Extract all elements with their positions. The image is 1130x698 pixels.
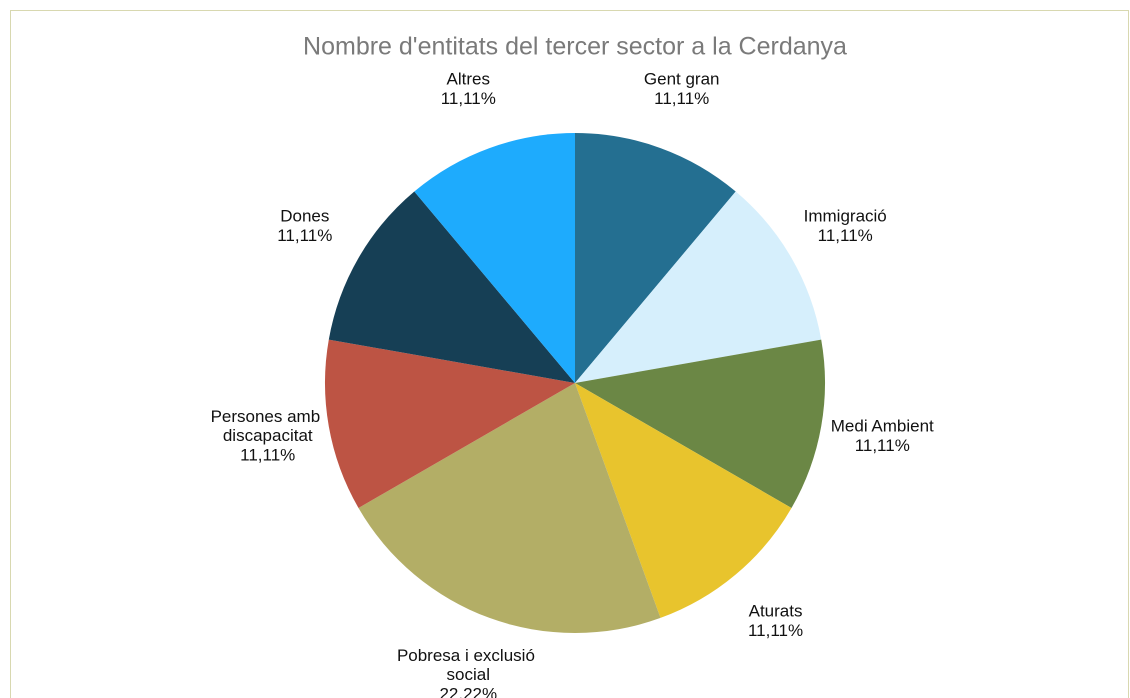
slice-label: Aturats — [749, 602, 803, 621]
slice-value-label: 11,11% — [818, 226, 873, 245]
slice-label-line: Aturats — [749, 602, 803, 621]
slice-label: Immigració — [804, 207, 887, 226]
slice-value-label: 11,11% — [748, 621, 803, 640]
slice-value-label: 11,11% — [654, 89, 709, 108]
pie-slice — [575, 191, 822, 383]
slice-label: Medi Ambient — [831, 417, 934, 436]
slice-label: Dones — [280, 207, 329, 226]
slice-label-line: Dones — [280, 207, 329, 226]
pie-slice — [575, 133, 736, 383]
slice-value-label: 11,11% — [855, 436, 910, 455]
slice-label: Persones amb discapacitat — [211, 408, 325, 446]
pie-slice — [358, 383, 661, 633]
slice-label-line: social — [447, 666, 490, 685]
slice-label: Gent gran — [644, 70, 720, 89]
slice-value-label: 22,22% — [439, 685, 497, 698]
pie-slice — [325, 339, 575, 508]
pie-slice — [575, 339, 826, 508]
slice-label-line: Gent gran — [644, 70, 720, 89]
slice-label-line: Medi Ambient — [831, 417, 934, 436]
slice-label-line: Immigració — [804, 207, 887, 226]
pie-slice — [414, 133, 575, 383]
slice-label-line: Pobresa i exclusió — [397, 647, 540, 666]
slice-label: Altres — [447, 70, 490, 89]
slice-label-line: Altres — [447, 70, 490, 89]
slice-value-label: 11,11% — [441, 89, 496, 108]
chart-title: Nombre d'entitats del tercer sector a la… — [303, 33, 847, 61]
slice-label-line: discapacitat — [223, 427, 313, 446]
pie-slice — [575, 383, 792, 618]
pie-slice — [328, 191, 575, 383]
slice-label: Pobresa i exclusió social — [397, 647, 540, 685]
slice-value-label: 11,11% — [240, 446, 295, 465]
slice-value-label: 11,11% — [277, 226, 332, 245]
slice-label-line: Persones amb — [211, 408, 325, 427]
